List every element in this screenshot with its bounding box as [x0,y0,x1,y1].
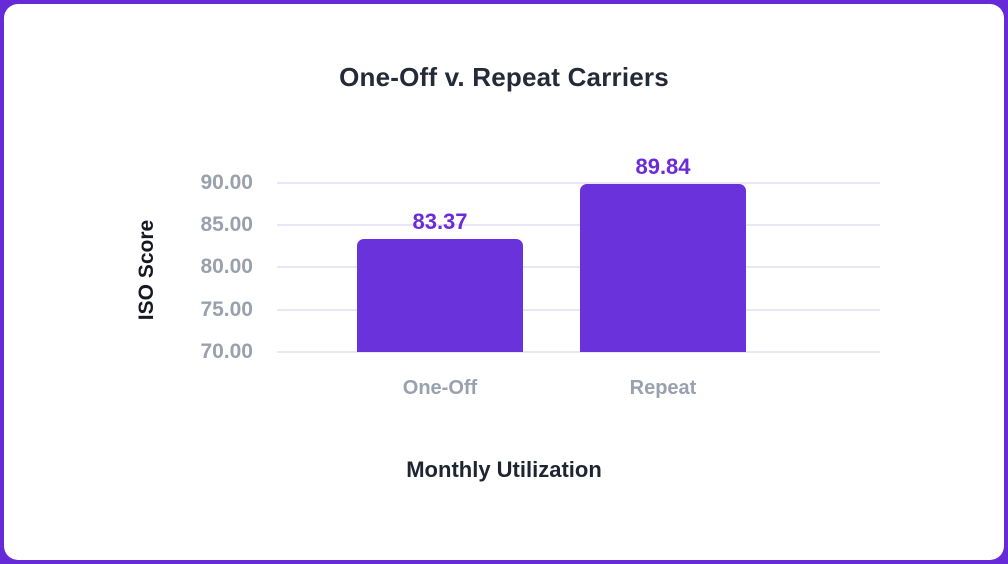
gridline [277,266,880,269]
x-tick-label: Repeat [629,377,697,399]
bar-value-label: 89.84 [635,154,691,180]
gridline [277,308,880,311]
bar-value-label: 83.37 [412,208,468,234]
y-tick-label: 80.00 [200,255,253,279]
y-tick-label: 75.00 [200,297,253,321]
x-tick-label: One-Off [402,377,478,399]
y-tick-label: 70.00 [200,340,253,363]
x-axis-label: Monthly Utilization [406,457,602,482]
gridline [277,224,880,227]
bar-repeat [580,184,746,352]
y-tick-label: 90.00 [200,170,253,194]
gridline [277,181,880,184]
y-tick-label: 85.00 [200,213,253,237]
gridline [277,351,880,353]
bar-one-off [357,238,523,352]
chart-title: One-Off v. Repeat Carriers [339,62,669,92]
